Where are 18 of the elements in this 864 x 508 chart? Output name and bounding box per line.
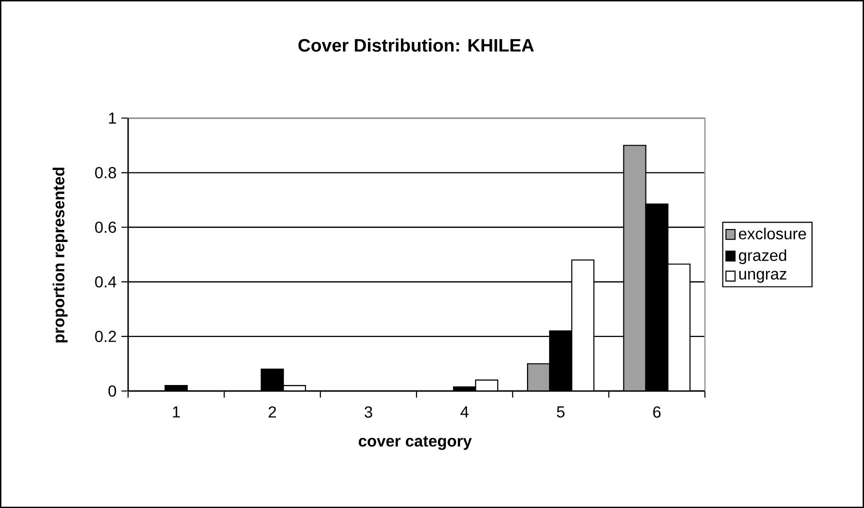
- legend-label: grazed: [738, 249, 786, 264]
- chart-title: Cover Distribution: KHILEA: [298, 38, 534, 52]
- x-tick-label: 2: [268, 406, 276, 418]
- y-tick-label: 0.2: [95, 330, 116, 342]
- x-tick-label: 5: [556, 406, 564, 418]
- y-tick-label: 1: [109, 112, 116, 124]
- x-axis-title: cover category: [358, 436, 472, 450]
- y-axis-title: proportion represented: [52, 168, 68, 342]
- x-tick-label: 6: [653, 406, 661, 418]
- y-tick-label: 0.6: [95, 222, 116, 233]
- x-tick-label: 3: [364, 406, 372, 418]
- legend-label: exclosure: [738, 228, 806, 240]
- y-tick-label: 0.4: [95, 276, 116, 288]
- x-tick-label: 4: [460, 406, 469, 418]
- y-tick-label: 0.8: [95, 166, 116, 178]
- y-tick-label: 0: [108, 385, 116, 397]
- legend-label: ungraz: [739, 270, 786, 283]
- x-tick-label: 1: [172, 406, 180, 418]
